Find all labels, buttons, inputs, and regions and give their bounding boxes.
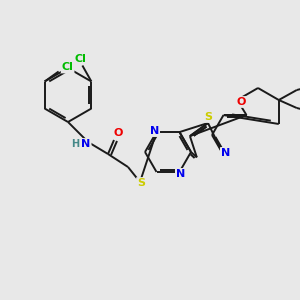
Text: N: N (81, 139, 91, 149)
Text: S: S (137, 178, 145, 188)
Text: S: S (204, 112, 212, 122)
Text: N: N (221, 148, 230, 158)
Text: O: O (236, 97, 246, 107)
Text: Cl: Cl (74, 53, 86, 64)
Text: Cl: Cl (62, 62, 74, 73)
Text: O: O (113, 128, 123, 138)
Text: H: H (71, 139, 79, 149)
Text: N: N (150, 126, 159, 136)
Text: N: N (176, 169, 185, 179)
